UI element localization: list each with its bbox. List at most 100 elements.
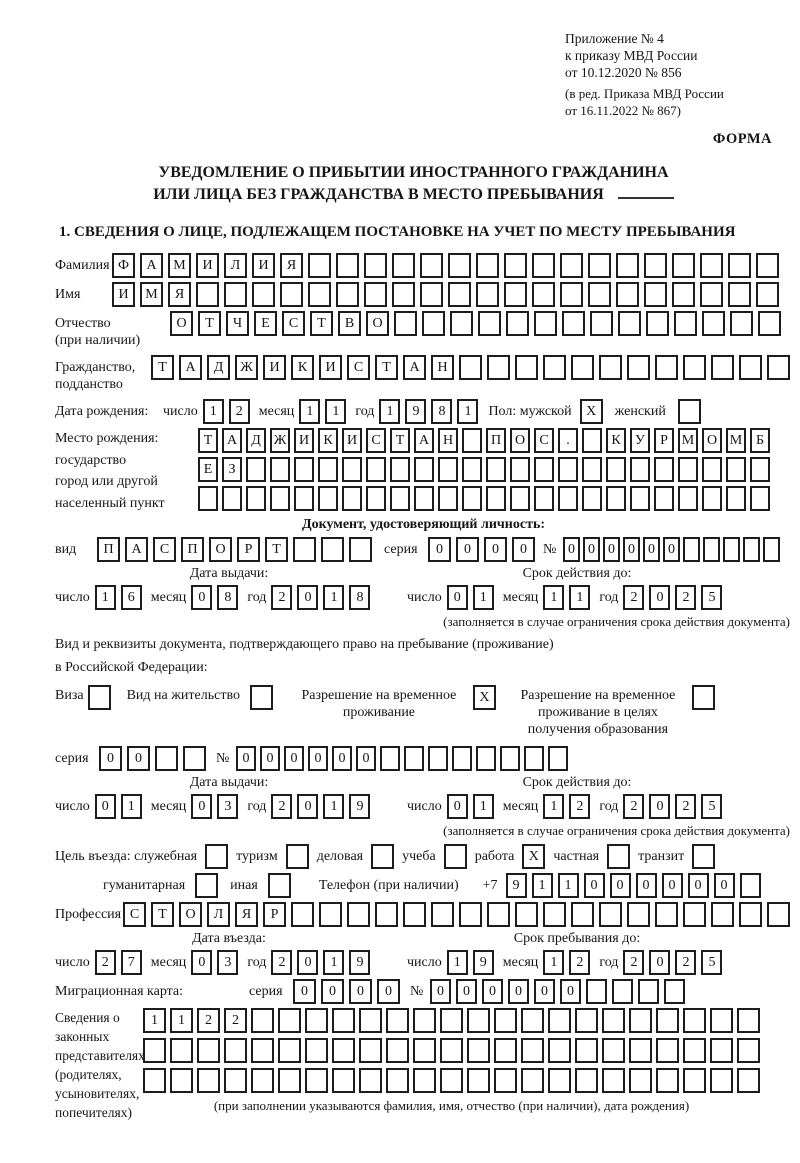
char-cell[interactable] bbox=[319, 902, 342, 927]
char-cell[interactable] bbox=[548, 1068, 571, 1093]
char-cell[interactable] bbox=[750, 486, 770, 511]
char-cell[interactable] bbox=[413, 1008, 436, 1033]
char-cell[interactable] bbox=[767, 355, 790, 380]
char-cell[interactable] bbox=[440, 1038, 463, 1063]
char-cell[interactable] bbox=[654, 486, 674, 511]
char-cell[interactable] bbox=[285, 844, 309, 869]
char-cell[interactable]: У bbox=[630, 428, 650, 453]
char-cell[interactable]: 5 bbox=[701, 950, 723, 975]
char-cell[interactable]: 0 bbox=[649, 585, 671, 610]
char-cell[interactable] bbox=[450, 311, 473, 336]
char-cell[interactable]: X bbox=[472, 685, 496, 710]
char-cell[interactable]: Е bbox=[254, 311, 277, 336]
char-cell[interactable] bbox=[87, 685, 111, 710]
char-cell[interactable] bbox=[224, 1038, 247, 1063]
char-cell[interactable] bbox=[392, 253, 415, 278]
char-cell[interactable]: А bbox=[140, 253, 163, 278]
char-cell[interactable] bbox=[521, 1038, 544, 1063]
char-cell[interactable]: Б bbox=[750, 428, 770, 453]
char-cell[interactable] bbox=[293, 537, 316, 562]
char-cell[interactable]: 0 bbox=[236, 746, 256, 771]
char-cell[interactable] bbox=[590, 311, 613, 336]
char-cell[interactable] bbox=[487, 355, 510, 380]
char-cell[interactable] bbox=[672, 253, 695, 278]
char-cell[interactable]: 2 bbox=[197, 1008, 220, 1033]
char-cell[interactable]: 0 bbox=[446, 794, 468, 819]
char-cell[interactable] bbox=[336, 253, 359, 278]
char-cell[interactable]: 0 bbox=[713, 873, 735, 898]
char-cell[interactable] bbox=[380, 746, 400, 771]
char-cell[interactable]: И bbox=[294, 428, 314, 453]
char-cell[interactable]: 0 bbox=[687, 873, 709, 898]
char-cell[interactable]: Д bbox=[207, 355, 230, 380]
char-cell[interactable] bbox=[500, 746, 520, 771]
char-cell[interactable]: К bbox=[318, 428, 338, 453]
char-cell[interactable]: 2 bbox=[224, 1008, 247, 1033]
char-cell[interactable] bbox=[478, 311, 501, 336]
char-cell[interactable] bbox=[222, 486, 242, 511]
char-cell[interactable] bbox=[655, 355, 678, 380]
char-cell[interactable] bbox=[278, 1068, 301, 1093]
char-cell[interactable]: 2 bbox=[569, 794, 591, 819]
char-cell[interactable] bbox=[534, 311, 557, 336]
char-cell[interactable]: 0 bbox=[428, 537, 451, 562]
char-cell[interactable]: 0 bbox=[456, 537, 479, 562]
char-cell[interactable]: 0 bbox=[284, 746, 304, 771]
char-cell[interactable] bbox=[414, 457, 434, 482]
char-cell[interactable]: Т bbox=[151, 902, 174, 927]
char-cell[interactable]: К bbox=[291, 355, 314, 380]
char-cell[interactable]: Т bbox=[151, 355, 174, 380]
char-cell[interactable] bbox=[586, 979, 607, 1004]
char-cell[interactable] bbox=[476, 282, 499, 307]
char-cell[interactable] bbox=[414, 486, 434, 511]
char-cell[interactable]: . bbox=[558, 428, 578, 453]
char-cell[interactable] bbox=[548, 1008, 571, 1033]
char-cell[interactable] bbox=[510, 457, 530, 482]
char-cell[interactable] bbox=[767, 902, 790, 927]
char-cell[interactable] bbox=[422, 311, 445, 336]
char-cell[interactable]: 1 bbox=[143, 1008, 166, 1033]
char-cell[interactable]: А bbox=[414, 428, 434, 453]
char-cell[interactable] bbox=[305, 1038, 328, 1063]
char-cell[interactable] bbox=[743, 537, 760, 562]
char-cell[interactable]: 0 bbox=[661, 873, 683, 898]
char-cell[interactable]: О bbox=[366, 311, 389, 336]
char-cell[interactable] bbox=[305, 1068, 328, 1093]
char-cell[interactable] bbox=[364, 282, 387, 307]
char-cell[interactable] bbox=[710, 1068, 733, 1093]
char-cell[interactable] bbox=[321, 537, 344, 562]
char-cell[interactable]: 1 bbox=[202, 399, 224, 424]
char-cell[interactable] bbox=[702, 457, 722, 482]
char-cell[interactable]: 1 bbox=[472, 585, 494, 610]
char-cell[interactable] bbox=[616, 282, 639, 307]
char-cell[interactable]: 2 bbox=[675, 585, 697, 610]
char-cell[interactable] bbox=[558, 457, 578, 482]
char-cell[interactable]: Т bbox=[198, 311, 221, 336]
char-cell[interactable] bbox=[390, 486, 410, 511]
char-cell[interactable]: Н bbox=[431, 355, 454, 380]
char-cell[interactable] bbox=[654, 457, 674, 482]
char-cell[interactable] bbox=[251, 1068, 274, 1093]
char-cell[interactable]: 0 bbox=[512, 537, 535, 562]
char-cell[interactable] bbox=[582, 486, 602, 511]
char-cell[interactable] bbox=[386, 1038, 409, 1063]
char-cell[interactable] bbox=[575, 1068, 598, 1093]
char-cell[interactable] bbox=[476, 746, 496, 771]
char-cell[interactable] bbox=[726, 486, 746, 511]
char-cell[interactable] bbox=[143, 1068, 166, 1093]
char-cell[interactable]: 0 bbox=[609, 873, 631, 898]
char-cell[interactable] bbox=[606, 486, 626, 511]
char-cell[interactable]: 0 bbox=[297, 950, 319, 975]
char-cell[interactable]: 0 bbox=[356, 746, 376, 771]
char-cell[interactable] bbox=[155, 746, 178, 771]
char-cell[interactable] bbox=[534, 486, 554, 511]
char-cell[interactable]: 0 bbox=[446, 585, 468, 610]
char-cell[interactable] bbox=[246, 457, 266, 482]
char-cell[interactable] bbox=[494, 1068, 517, 1093]
char-cell[interactable] bbox=[664, 979, 685, 1004]
char-cell[interactable] bbox=[758, 311, 781, 336]
char-cell[interactable] bbox=[582, 457, 602, 482]
char-cell[interactable]: X bbox=[522, 844, 546, 869]
char-cell[interactable] bbox=[683, 1068, 706, 1093]
char-cell[interactable]: М bbox=[140, 282, 163, 307]
